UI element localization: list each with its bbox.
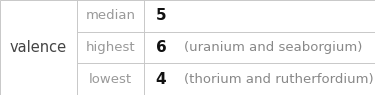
- Text: 5: 5: [156, 8, 166, 23]
- Text: lowest: lowest: [89, 73, 132, 86]
- Text: highest: highest: [86, 41, 135, 54]
- Text: (uranium and seaborgium): (uranium and seaborgium): [184, 41, 362, 54]
- Text: 4: 4: [156, 72, 166, 87]
- Text: valence: valence: [10, 40, 67, 55]
- Text: median: median: [86, 9, 136, 22]
- Text: (thorium and rutherfordium): (thorium and rutherfordium): [184, 73, 374, 86]
- Text: 6: 6: [156, 40, 166, 55]
